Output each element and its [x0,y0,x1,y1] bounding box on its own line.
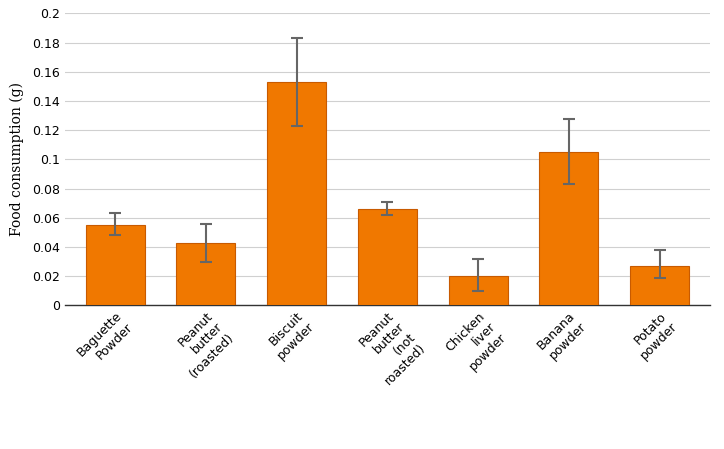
Bar [449,276,508,305]
Bar [539,152,598,305]
Bar [85,225,145,305]
Bar [630,266,689,305]
Bar [267,82,326,305]
Bar [177,242,235,305]
Y-axis label: Food consumption (g): Food consumption (g) [9,83,24,236]
Bar [358,209,417,305]
